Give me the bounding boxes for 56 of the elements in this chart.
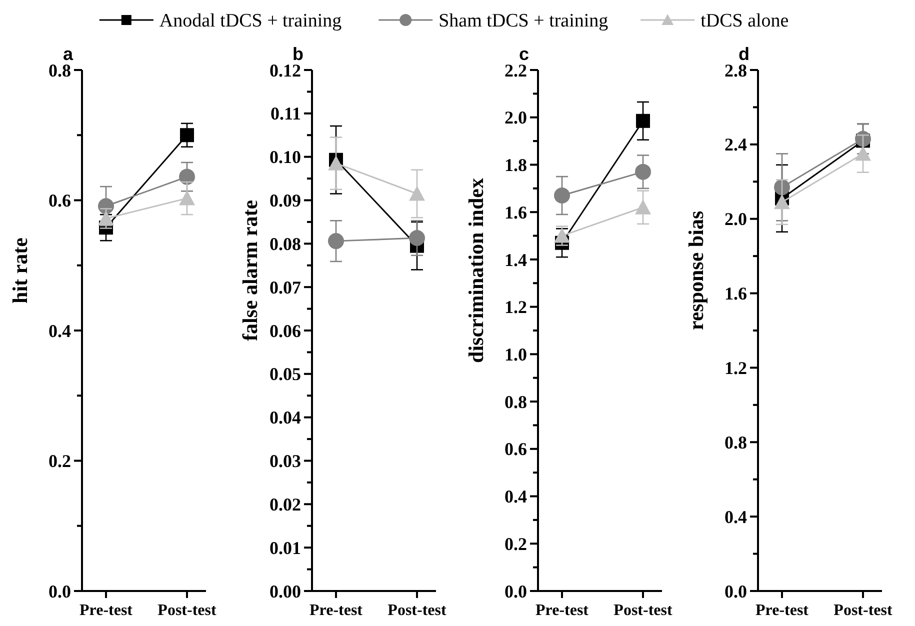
y-tick-label: 2.0 <box>504 108 527 128</box>
y-tick-label: 0.4 <box>724 506 747 527</box>
y-axis-title: hit rate <box>8 238 32 304</box>
y-tick-label: 0.00 <box>270 581 301 602</box>
y-axis-title: response bias <box>684 210 708 330</box>
y-tick-label: 0.06 <box>270 320 301 341</box>
y-tick-label: 0.0 <box>504 581 527 602</box>
y-tick-label: 0.04 <box>270 408 301 428</box>
y-tick-label: 2.0 <box>724 209 747 230</box>
y-tick-label: 0.03 <box>270 451 301 472</box>
x-tick-label: Post-test <box>614 602 673 619</box>
y-tick-label: 0.0 <box>724 581 747 602</box>
point <box>635 164 651 180</box>
x-tick-label: Pre-test <box>536 602 590 619</box>
x-tick-label: Post-test <box>834 602 893 619</box>
legend-label: tDCS alone <box>700 10 789 32</box>
y-tick-label: 1.8 <box>504 155 527 176</box>
x-tick-label: Pre-test <box>310 602 364 619</box>
y-tick-label: 2.4 <box>724 134 747 155</box>
y-tick-label: 0.11 <box>270 104 301 124</box>
y-tick-label: 0.8 <box>504 392 527 412</box>
y-tick-label: 0.0 <box>48 581 71 602</box>
point <box>409 230 425 246</box>
y-tick-label: 0.10 <box>270 147 301 168</box>
point <box>328 233 344 250</box>
point <box>636 114 650 128</box>
y-tick-label: 0.07 <box>270 277 301 298</box>
point <box>554 188 570 204</box>
y-axis-title: discrimination index <box>464 178 488 363</box>
y-tick-label: 0.6 <box>48 190 71 211</box>
legend-label: Anodal tDCS + training <box>159 10 342 32</box>
y-tick-label: 0.6 <box>504 439 527 460</box>
y-tick-label: 0.2 <box>48 451 71 472</box>
y-tick-label: 1.2 <box>504 297 527 318</box>
y-tick-label: 0.09 <box>270 190 301 211</box>
y-axis-title: false alarm rate <box>238 200 262 342</box>
y-tick-label: 1.0 <box>504 344 527 364</box>
y-tick-label: 0.08 <box>270 234 301 254</box>
y-tick-label: 0.2 <box>504 534 527 554</box>
y-tick-label: 0.4 <box>504 486 527 507</box>
y-tick-label: 1.2 <box>724 358 747 378</box>
y-tick-label: 0.4 <box>48 320 71 341</box>
y-tick-label: 0.05 <box>270 364 301 384</box>
x-tick-label: Post-test <box>158 602 217 619</box>
x-tick-label: Post-test <box>388 602 447 619</box>
y-tick-label: 1.6 <box>504 202 527 222</box>
y-tick-label: 0.8 <box>724 432 747 452</box>
y-tick-label: 0.01 <box>270 538 301 558</box>
y-tick-label: 1.4 <box>504 250 527 270</box>
point <box>179 168 195 185</box>
point <box>180 128 194 142</box>
y-tick-label: 1.6 <box>724 284 747 304</box>
legend-label: Sham tDCS + training <box>438 10 609 32</box>
x-tick-label: Pre-test <box>756 602 810 619</box>
y-tick-label: 0.02 <box>270 494 301 514</box>
x-tick-label: Pre-test <box>80 602 134 619</box>
